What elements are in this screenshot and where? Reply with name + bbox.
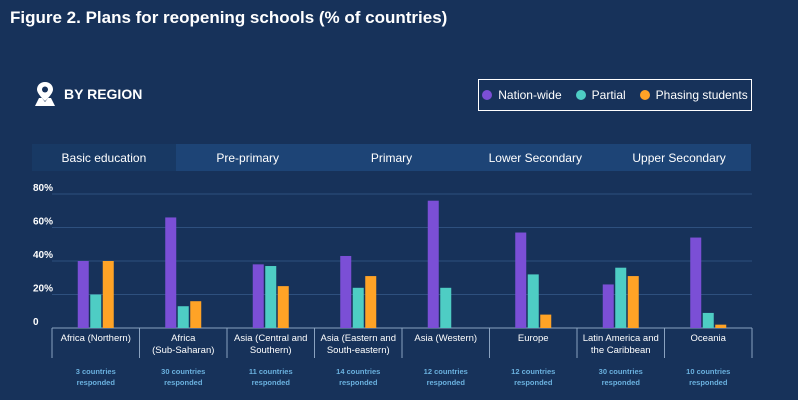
y-tick-label: 60% — [33, 217, 53, 228]
legend: Nation-wide Partial Phasing students — [478, 79, 752, 111]
bar-partial — [352, 287, 364, 328]
responded-count: 30 countries responded — [143, 366, 223, 388]
bar-partial — [615, 267, 627, 328]
location-pin-icon — [35, 82, 55, 106]
x-category-label: the Caribbean — [591, 345, 651, 356]
responded-line: 10 countries — [686, 367, 731, 376]
bar-nation-wide — [690, 237, 702, 328]
bar-chart: 0 20% 40% 60% 80% Africa (Northern) Africa(Sub… — [33, 183, 753, 358]
responded-count: 14 countries responded — [318, 366, 398, 388]
responded-line: 12 countries — [511, 367, 556, 376]
x-category-label: Latin America and — [583, 333, 659, 344]
tab-upper-secondary[interactable]: Upper Secondary — [632, 150, 726, 165]
tab-primary[interactable]: Primary — [370, 150, 413, 165]
x-category-label: South-eastern) — [327, 345, 390, 356]
responded-line: responded — [689, 378, 728, 387]
x-category-label: Africa — [171, 333, 196, 344]
section-label: BY REGION — [64, 86, 143, 102]
tab-lower-secondary[interactable]: Lower Secondary — [488, 150, 582, 165]
legend-item-phasing-students: Phasing students — [639, 88, 748, 102]
responded-line: 3 countries — [75, 367, 116, 376]
responded-line: responded — [76, 378, 115, 387]
responded-count: 12 countries responded — [406, 366, 486, 388]
responded-line: 30 countries — [598, 367, 643, 376]
bar-partial — [90, 294, 102, 328]
responded-line: 14 countries — [336, 367, 381, 376]
bar-nation-wide — [340, 255, 352, 328]
x-category-label: (Sub-Saharan) — [152, 345, 214, 356]
tab-pre-primary[interactable]: Pre-primary — [216, 150, 280, 165]
bar-phasing-students — [277, 286, 289, 328]
x-category-label: Africa (Northern) — [61, 333, 131, 344]
x-category-label: Southern) — [250, 345, 292, 356]
y-tick-label: 40% — [33, 250, 53, 261]
responded-count: 10 countries responded — [668, 366, 748, 388]
bar-partial — [177, 306, 189, 328]
bar-nation-wide — [252, 264, 264, 328]
bar-phasing-students — [190, 301, 202, 328]
bar-phasing-students — [715, 324, 727, 328]
responded-line: responded — [251, 378, 290, 387]
legend-label-partial: Partial — [591, 88, 626, 102]
y-tick-label: 0 — [33, 317, 39, 328]
y-tick-label: 20% — [33, 284, 53, 295]
responded-count: 3 countries responded — [56, 366, 136, 388]
responded-line: responded — [339, 378, 378, 387]
legend-swatch-partial — [575, 90, 586, 100]
responded-line: 30 countries — [161, 367, 206, 376]
legend-label-nation-wide: Nation-wide — [498, 88, 562, 102]
bar-phasing-students — [540, 314, 552, 328]
bar-nation-wide — [515, 232, 527, 328]
responded-count: 30 countries responded — [581, 366, 661, 388]
bar-nation-wide — [602, 284, 614, 328]
figure-title: Figure 2. Plans for reopening schools (%… — [10, 8, 448, 27]
legend-swatch-phasing-students — [639, 90, 650, 100]
x-category-label: Oceania — [691, 333, 727, 344]
bar-partial — [265, 266, 277, 328]
education-level-tabs: Basic education Pre-primary Primary Lowe… — [32, 144, 751, 171]
responded-line: responded — [514, 378, 553, 387]
x-category-label: Asia (Western) — [414, 333, 477, 344]
bar-nation-wide — [165, 217, 177, 328]
legend-item-nation-wide: Nation-wide — [482, 88, 562, 102]
responded-line: responded — [601, 378, 640, 387]
bar-phasing-students — [627, 276, 639, 328]
tab-basic-education[interactable]: Basic education — [32, 144, 176, 171]
legend-item-partial: Partial — [575, 88, 626, 102]
bar-nation-wide — [427, 200, 439, 328]
bar-partial — [527, 274, 539, 328]
bar-partial — [440, 287, 452, 328]
responded-count: 12 countries responded — [493, 366, 573, 388]
responded-count: 11 countries responded — [231, 366, 311, 388]
responded-line: responded — [426, 378, 465, 387]
bar-nation-wide — [77, 261, 89, 328]
x-category-label: Europe — [518, 333, 549, 344]
bar-partial — [702, 312, 714, 328]
bar-phasing-students — [102, 261, 114, 328]
bar-phasing-students — [365, 276, 377, 328]
section-header: BY REGION — [34, 80, 142, 108]
x-category-label: Asia (Eastern and — [320, 333, 396, 344]
responded-line: 12 countries — [423, 367, 468, 376]
responded-line: responded — [164, 378, 203, 387]
y-tick-label: 80% — [33, 183, 53, 194]
x-category-label: Asia (Central and — [234, 333, 307, 344]
legend-label-phasing-students: Phasing students — [655, 88, 748, 102]
responded-line: 11 countries — [248, 367, 293, 376]
legend-swatch-nation-wide — [482, 90, 493, 100]
